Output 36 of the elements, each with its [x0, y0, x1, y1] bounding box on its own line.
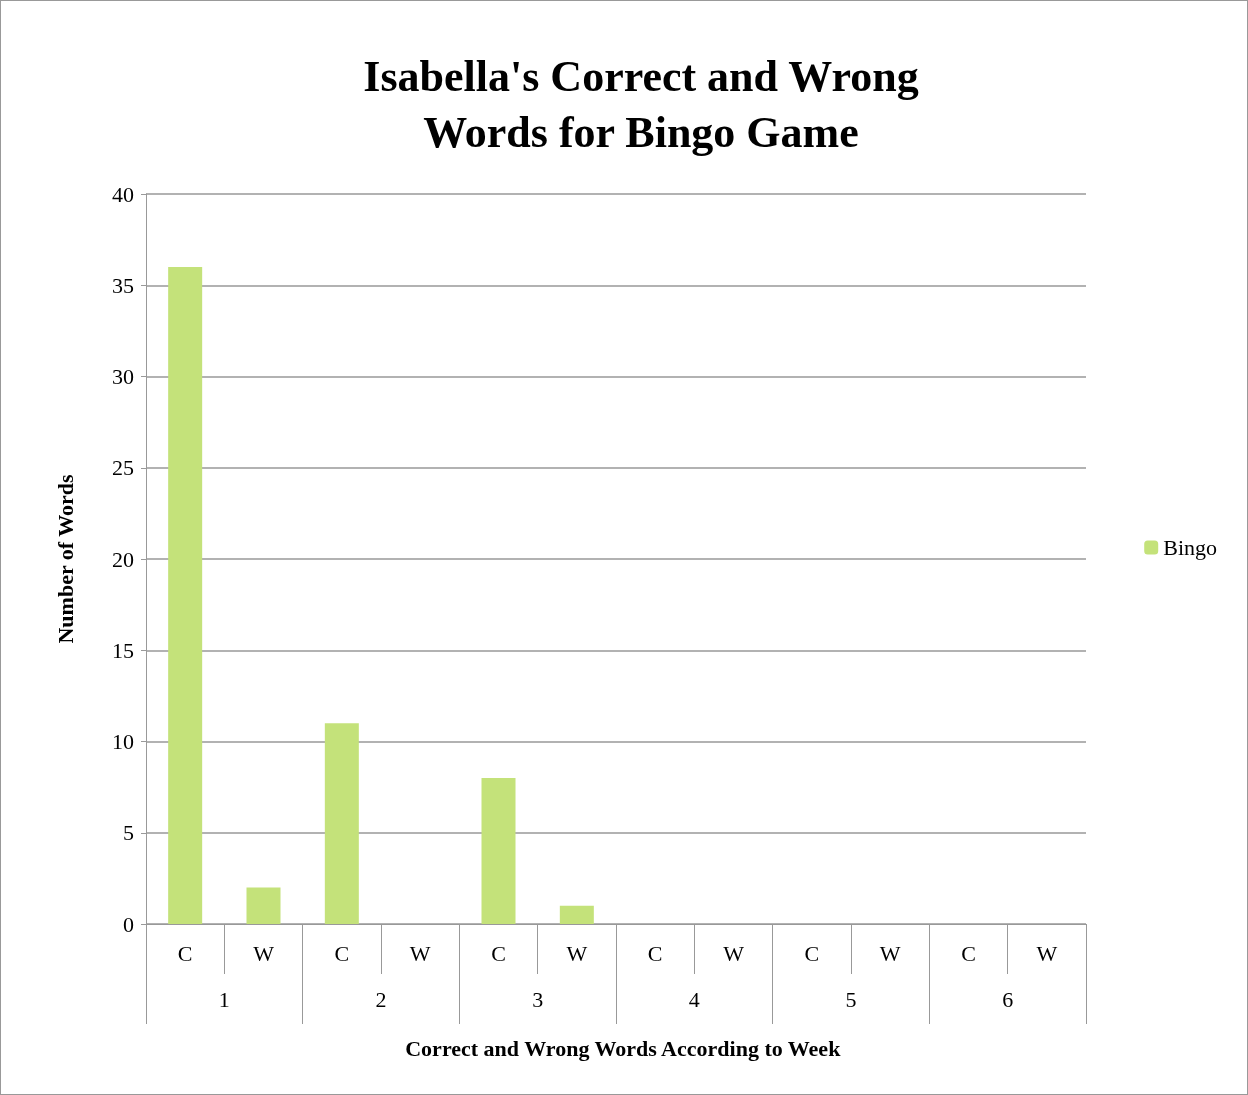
y-tick-label: 30 — [112, 364, 134, 389]
y-tick-label: 20 — [112, 546, 134, 572]
bar — [324, 723, 359, 924]
legend-label: Bingo — [1163, 535, 1218, 560]
text: 4 — [688, 986, 700, 1012]
text: 1 — [218, 986, 230, 1012]
x-tick-label: W — [723, 940, 745, 966]
bar — [481, 778, 516, 924]
y-tick-label: 40 — [112, 181, 134, 207]
y-tick-label: 35 — [112, 272, 134, 298]
x-tick-label: W — [253, 940, 275, 966]
chart-title: Isabella's Correct and Wrong Words for Bingo Game — [363, 51, 919, 157]
x-tick-label: W — [879, 940, 901, 966]
x-tick-label: C — [334, 940, 350, 966]
bar — [246, 887, 281, 924]
text: 5 — [845, 986, 857, 1012]
text: 3 — [532, 986, 544, 1012]
bar — [559, 905, 594, 924]
x-tick-label: C — [647, 940, 663, 966]
bar — [168, 267, 203, 924]
y-tick-label: 15 — [112, 637, 134, 663]
y-tick-label: 10 — [112, 729, 134, 754]
y-tick-label: 0 — [123, 911, 134, 937]
x-tick-label: C — [491, 940, 506, 966]
text: 6 — [1002, 986, 1014, 1012]
x-tick-label: W — [409, 940, 431, 966]
x-tick-label: W — [1036, 940, 1058, 966]
x-tick-label: W — [566, 940, 588, 966]
x-tick-label: C — [961, 940, 976, 966]
text: 2 — [375, 986, 387, 1012]
x-tick-label: C — [177, 940, 193, 966]
x-axis-title: Correct and Wrong Words According to Week — [405, 1035, 842, 1061]
x-tick-label: C — [804, 940, 820, 966]
y-tick-label: 5 — [123, 820, 134, 846]
y-axis-title: Number of Words — [52, 474, 78, 644]
y-tick-label: 25 — [112, 455, 134, 481]
